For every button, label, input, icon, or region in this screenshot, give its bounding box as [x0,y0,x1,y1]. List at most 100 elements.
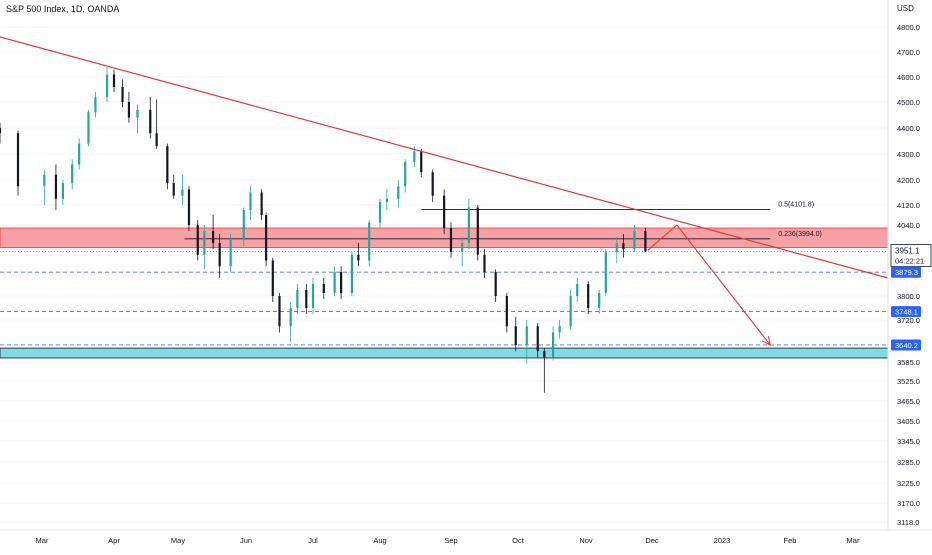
fib-0236-label: 0.236(3994.0) [778,231,822,238]
candle [536,323,539,358]
candle-body [203,231,206,255]
candle [87,109,90,147]
candle [576,278,579,302]
candle [0,122,2,144]
candle-body [378,201,382,223]
trendline [0,36,889,279]
candle-body [322,284,325,293]
candle [249,186,252,220]
last-price-tag [890,244,932,267]
candle [644,228,647,252]
candle [633,225,636,252]
candle-body [87,112,90,144]
x-tick-label: Jul [308,536,318,545]
candle [112,69,116,92]
candle [569,290,572,330]
level-price-value: 3748.1 [895,308,918,317]
candle [587,281,590,314]
candle [229,234,232,272]
candle-body [105,74,109,97]
candle [551,326,555,361]
candle-body [229,240,232,267]
level-price-tag [891,339,921,351]
candle [461,237,464,267]
candle [339,266,343,299]
candle [378,198,382,228]
candle [61,180,65,205]
candle [615,237,618,264]
candle-body [94,97,97,113]
candle [105,67,109,102]
candle-body [397,186,400,199]
candle-body [127,102,131,118]
candle [54,164,58,210]
y-tick-label: 3225.0 [897,479,920,488]
candle [431,169,434,202]
candle [385,189,388,210]
candle [397,180,400,208]
y-tick-label: 4600.0 [897,73,920,82]
candle-body [218,243,221,267]
candle [443,189,446,234]
candle-body [420,151,423,173]
candle-body [260,192,263,215]
chart-title: S&P 500 Index, 1D, OANDA [6,4,120,14]
candle [242,207,245,246]
candle-body [576,284,579,296]
candle [525,320,528,364]
candle [71,159,74,190]
candle-body [536,326,539,352]
candle [311,278,315,314]
candle-body [633,231,636,249]
x-tick-label: Jun [240,536,252,545]
candle-body [598,293,601,308]
x-tick-label: May [171,536,185,545]
candle-body [494,272,497,296]
candle [172,174,175,199]
candle [404,159,407,193]
candle-body [311,284,315,308]
candle [271,257,274,302]
candle [483,249,486,278]
candle [278,293,281,333]
candle [558,320,561,339]
level-price-value: 3640.2 [895,341,918,350]
candle-body [413,151,416,162]
candle-body [271,260,274,296]
y-tick-label: 3465.0 [897,397,920,406]
candle [136,104,139,134]
candle [181,174,184,205]
candle-body [404,161,407,187]
candle-body [558,326,561,333]
y-tick-label: 3405.0 [897,417,920,426]
candle-body [644,231,647,252]
candle-body [78,143,81,165]
candle [333,266,336,296]
candle-body [296,290,299,308]
support-zone [0,347,889,359]
candle [476,205,479,261]
candle-body [278,296,281,327]
candle-body [121,87,124,102]
candle-body [305,290,308,308]
last-price-countdown: 04:22:21 [895,257,924,266]
last-price-value: 3951.1 [895,247,920,256]
candle [289,302,292,342]
candle-body [289,308,292,327]
candle [121,79,124,108]
candle-body [514,326,517,345]
candle [43,169,46,205]
candle [368,220,371,267]
candle-body [339,272,343,293]
x-tick-label: 2023 [714,536,731,545]
candle-body [350,254,354,293]
candle-body [525,326,528,345]
candle-body [333,272,336,293]
candle-body [136,109,139,118]
candle-body [431,172,434,196]
candle [187,186,191,231]
candle-body [449,228,453,252]
x-tick-label: Oct [512,536,525,545]
